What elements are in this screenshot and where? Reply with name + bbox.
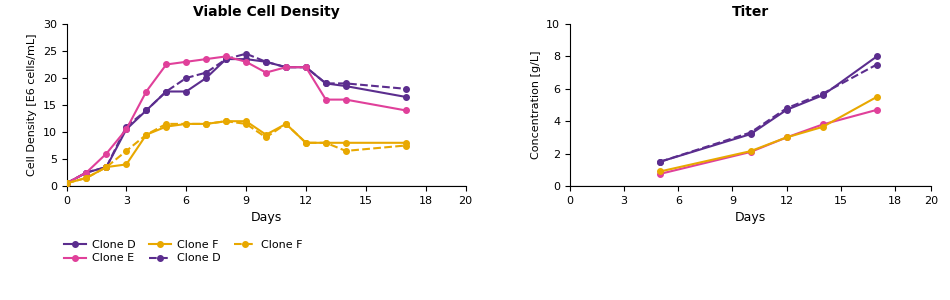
- Y-axis label: Cell Density [E6 cells/mL]: Cell Density [E6 cells/mL]: [28, 34, 37, 176]
- Legend: Clone D, Clone E, Clone F, Clone D, Clone F: Clone D, Clone E, Clone F, Clone D, Clon…: [64, 240, 303, 263]
- X-axis label: Days: Days: [251, 211, 281, 224]
- Title: Viable Cell Density: Viable Cell Density: [193, 5, 339, 19]
- Y-axis label: Concentration [g/L]: Concentration [g/L]: [531, 51, 541, 159]
- X-axis label: Days: Days: [735, 211, 766, 224]
- Title: Titer: Titer: [732, 5, 770, 19]
